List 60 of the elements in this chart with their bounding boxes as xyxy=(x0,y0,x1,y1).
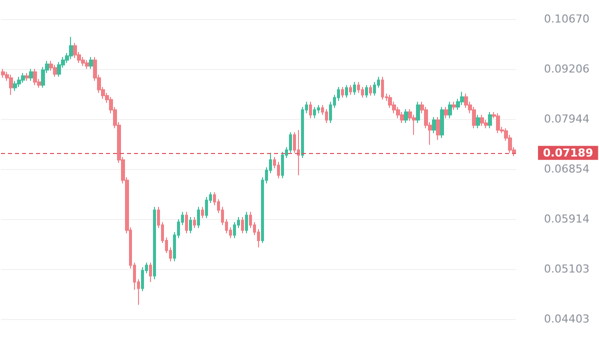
candlestick xyxy=(141,266,144,292)
candlestick xyxy=(444,106,448,119)
candlestick xyxy=(313,106,316,119)
y-tick-label: 0.10670 xyxy=(544,12,590,26)
candlestick xyxy=(436,116,440,140)
candlestick xyxy=(432,116,436,134)
candlestick xyxy=(21,72,25,84)
candlestick xyxy=(381,76,384,100)
candlestick xyxy=(29,68,33,82)
candlestick xyxy=(53,64,57,78)
candlestick xyxy=(241,216,244,234)
candlestick xyxy=(69,36,73,60)
candlestick xyxy=(13,80,17,92)
candlestick xyxy=(400,111,404,124)
candlestick xyxy=(345,84,348,98)
candlestick xyxy=(325,108,328,124)
candlestick xyxy=(297,130,300,176)
candlestick xyxy=(57,61,61,78)
candlestick xyxy=(440,106,444,139)
y-tick-label: 0.09206 xyxy=(544,62,590,76)
candlestick xyxy=(357,82,360,94)
candlestick xyxy=(153,206,156,280)
candlestick xyxy=(476,114,480,129)
candlestick xyxy=(193,216,196,228)
candlestick xyxy=(149,262,152,283)
candlestick xyxy=(416,101,420,124)
y-tick-label: 0.04403 xyxy=(544,312,590,326)
candlestick xyxy=(185,211,188,234)
y-tick-label: 0.05914 xyxy=(544,212,590,226)
ref-line-label: 0.07189 xyxy=(543,146,594,160)
candlestick xyxy=(496,112,500,134)
candlestick xyxy=(353,82,356,96)
candlestick xyxy=(349,84,352,96)
candlestick xyxy=(309,101,312,119)
y-tick-label: 0.07944 xyxy=(544,112,590,126)
candlestick xyxy=(281,151,284,179)
candlestick xyxy=(488,111,492,129)
candlestick xyxy=(277,161,280,179)
candlestick xyxy=(17,76,21,88)
candlestick xyxy=(189,216,192,234)
candlestick xyxy=(9,74,13,96)
candlestick xyxy=(448,101,452,119)
candlestick xyxy=(1,68,5,78)
candlestick xyxy=(341,86,344,98)
candlestick xyxy=(73,42,77,59)
candlestick xyxy=(25,72,29,82)
candlestick xyxy=(245,211,248,234)
candlestick xyxy=(369,84,372,96)
y-tick-label: 0.05103 xyxy=(544,262,590,276)
candlestick xyxy=(365,84,368,98)
candlestick xyxy=(201,206,204,219)
candlestick xyxy=(197,206,200,228)
candlestick xyxy=(85,60,89,70)
y-tick-label: 0.06854 xyxy=(544,162,590,176)
candlestick xyxy=(480,114,484,127)
candlestick xyxy=(81,56,85,66)
candlestick xyxy=(33,68,37,86)
candlestick xyxy=(89,56,93,70)
candlestick xyxy=(452,101,456,110)
candlestick xyxy=(404,108,408,124)
